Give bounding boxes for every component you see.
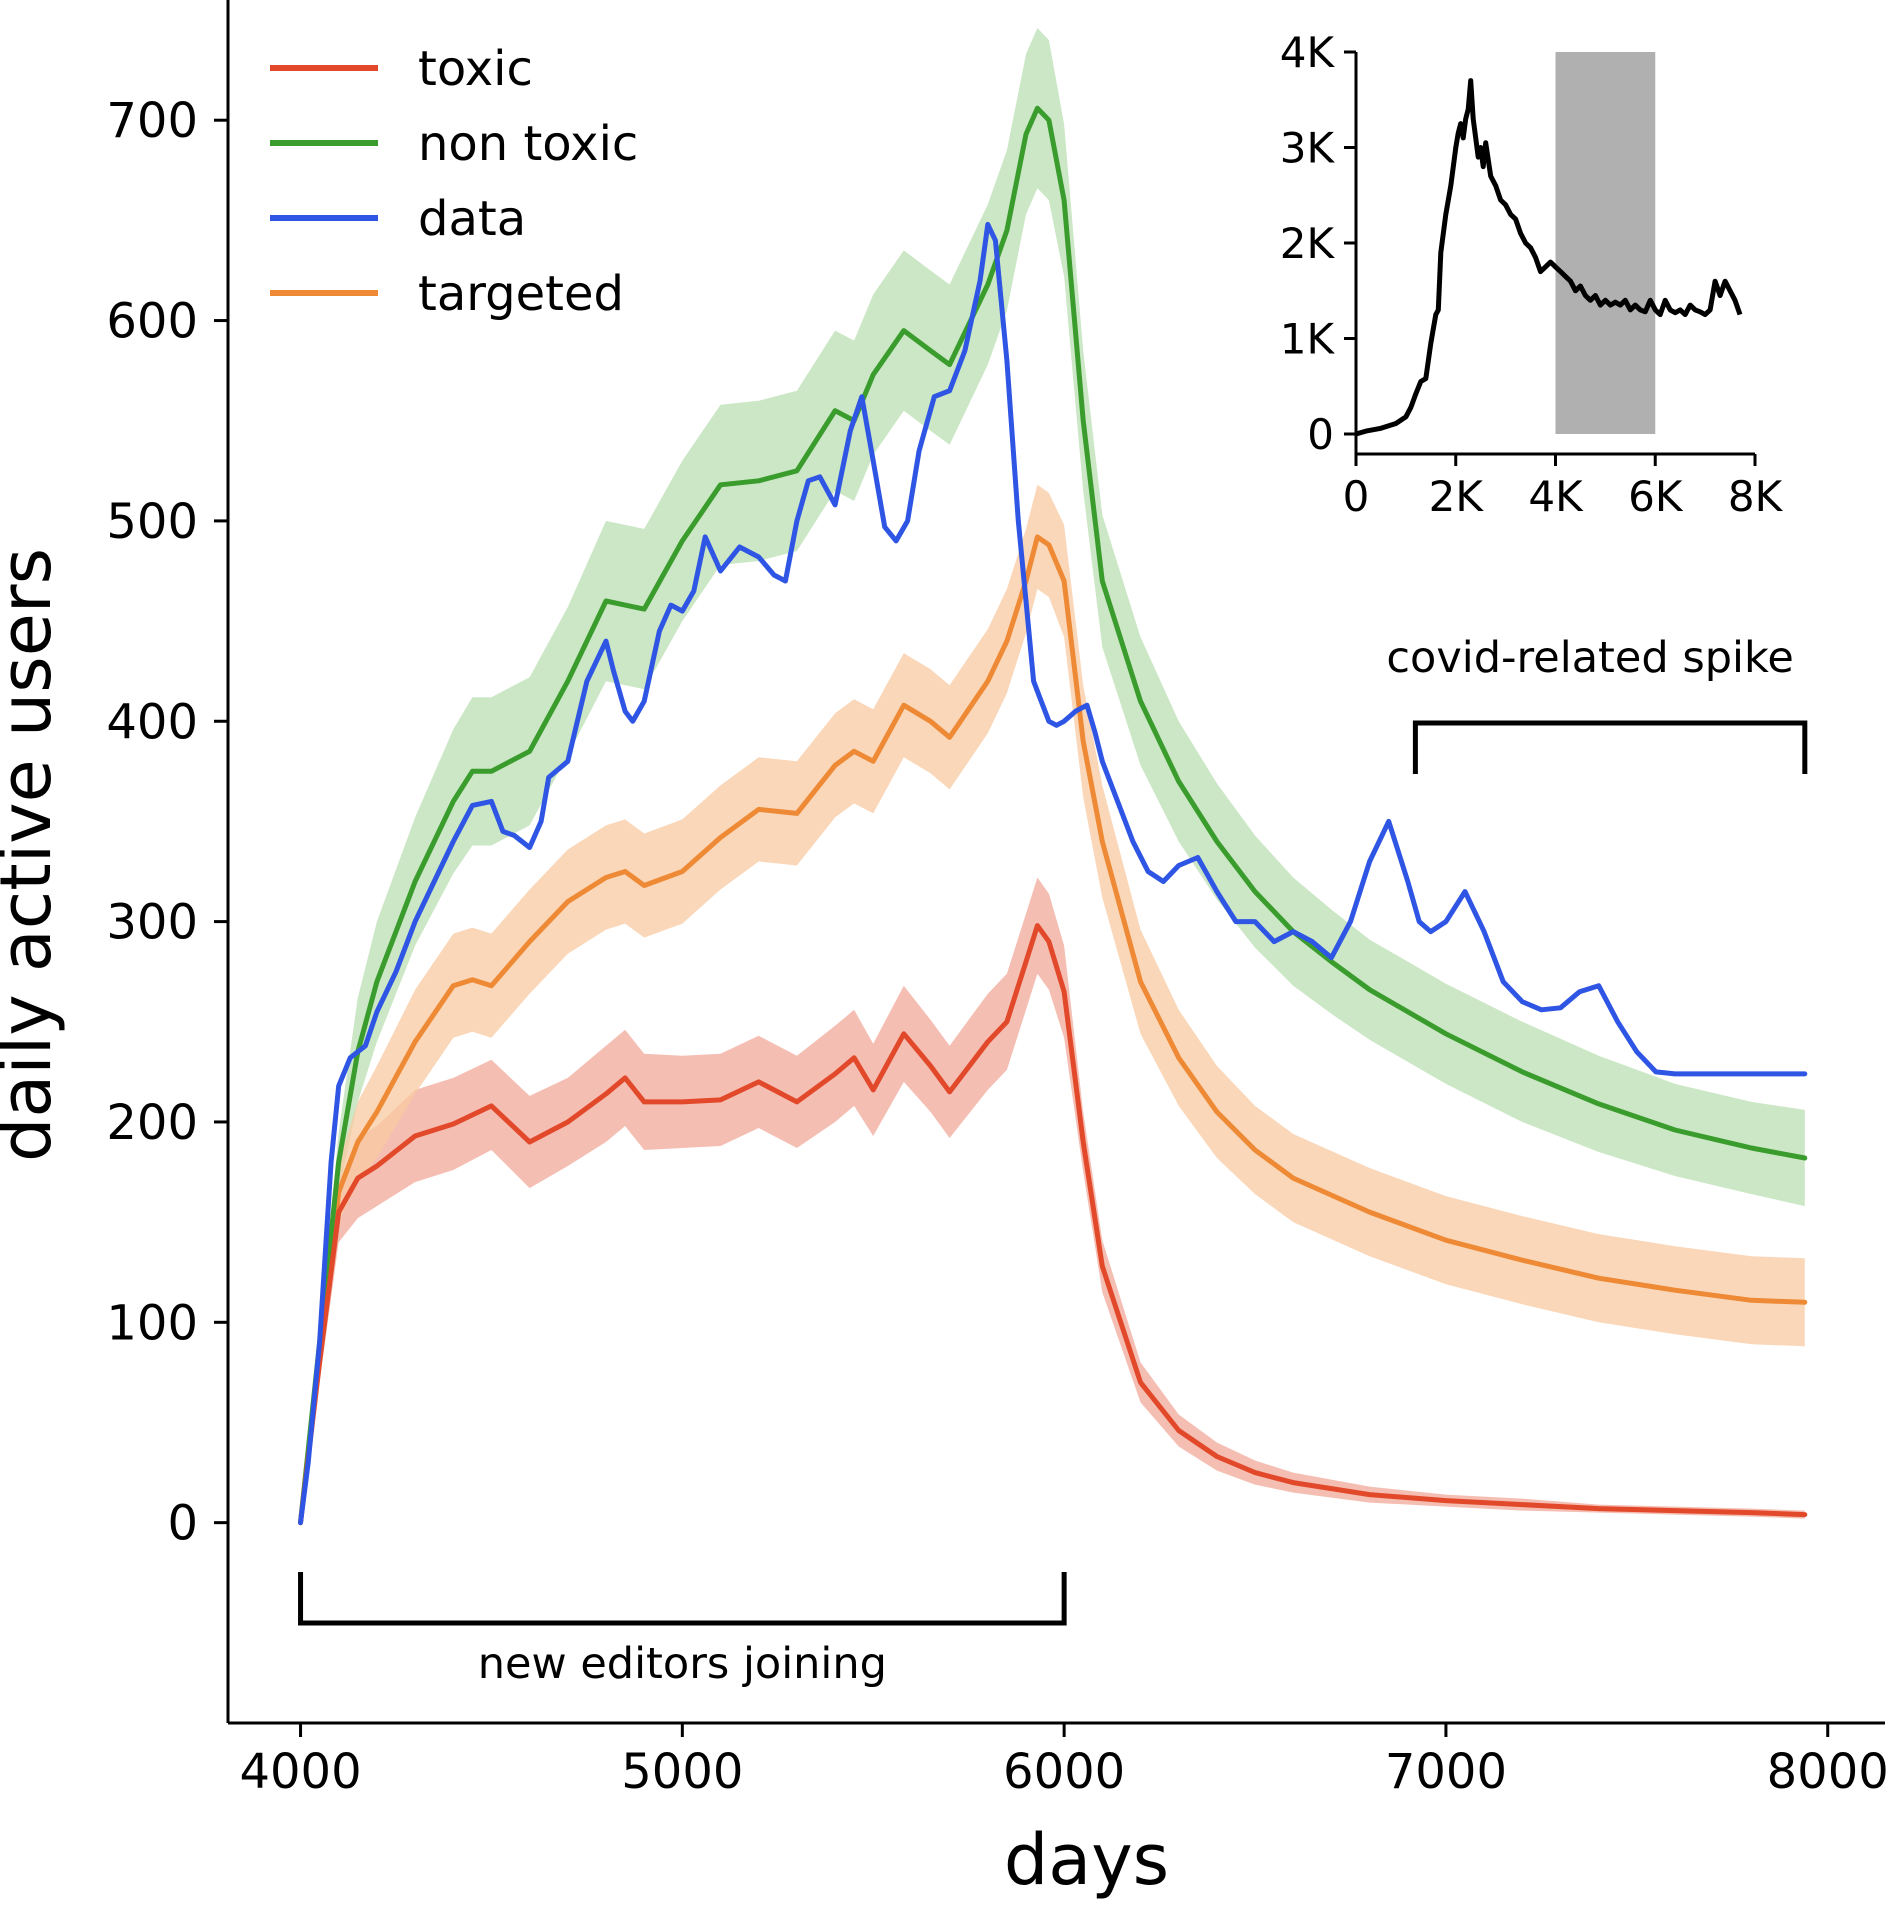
inset-x-tick-label: 8K bbox=[1728, 472, 1784, 521]
series-line-data bbox=[298, 221, 1808, 1526]
y-tick-label: 300 bbox=[106, 895, 198, 951]
x-tick-label: 6000 bbox=[1003, 1744, 1125, 1800]
x-tick-label: 5000 bbox=[621, 1744, 743, 1800]
y-tick-label: 500 bbox=[106, 494, 198, 550]
legend-label-data: data bbox=[418, 191, 526, 247]
inset-x-tick-label: 0 bbox=[1343, 472, 1370, 521]
inset-x-tick-label: 6K bbox=[1628, 472, 1684, 521]
y-axis-title: daily active users bbox=[0, 548, 67, 1162]
x-tick-label: 7000 bbox=[1385, 1744, 1507, 1800]
legend-label-targeted: targeted bbox=[418, 266, 624, 322]
bracket-new-editors bbox=[298, 1572, 1067, 1626]
annotation-new-editors-label: new editors joining bbox=[478, 1639, 887, 1689]
main-confidence-bands bbox=[300, 28, 1805, 1523]
inset-y-tick-label: 2K bbox=[1280, 219, 1336, 268]
inset-series-line bbox=[1355, 78, 1743, 437]
inset-chart: 0 1K 2K 3K 4K 0 2K 4K 6K 8K bbox=[1280, 28, 1784, 521]
x-tick-label: 4000 bbox=[239, 1744, 361, 1800]
annotation-covid-spike-label: covid-related spike bbox=[1386, 633, 1793, 683]
bracket-covid-spike bbox=[1412, 720, 1808, 774]
x-axis-title: days bbox=[1004, 1819, 1169, 1901]
inset-y-tick-label: 4K bbox=[1280, 28, 1336, 77]
y-tick-label: 0 bbox=[167, 1496, 198, 1552]
inset-x-tick-label: 2K bbox=[1429, 472, 1485, 521]
y-tick-label: 700 bbox=[106, 93, 198, 149]
legend: toxic non toxic data targeted bbox=[270, 41, 638, 322]
series-line-toxic bbox=[298, 923, 1808, 1526]
y-tick-label: 100 bbox=[106, 1295, 198, 1351]
inset-x-tick-label: 4K bbox=[1528, 472, 1584, 521]
y-tick-label: 600 bbox=[106, 294, 198, 350]
inset-highlight-span bbox=[1555, 52, 1656, 434]
inset-y-tick-label: 3K bbox=[1280, 124, 1336, 173]
legend-label-toxic: toxic bbox=[418, 41, 533, 97]
band-targeted bbox=[300, 484, 1805, 1523]
main-series-lines bbox=[298, 105, 1808, 1526]
series-line-targeted bbox=[298, 534, 1808, 1526]
y-tick-label: 200 bbox=[106, 1095, 198, 1151]
main-annotations: new editors joining covid-related spike bbox=[298, 633, 1808, 1689]
legend-label-non-toxic: non toxic bbox=[418, 116, 638, 172]
inset-y-tick-label: 0 bbox=[1307, 410, 1334, 459]
series-line-non-toxic bbox=[298, 105, 1808, 1526]
inset-y-tick-label: 1K bbox=[1280, 315, 1336, 364]
y-tick-label: 400 bbox=[106, 694, 198, 750]
x-tick-label: 8000 bbox=[1767, 1744, 1889, 1800]
